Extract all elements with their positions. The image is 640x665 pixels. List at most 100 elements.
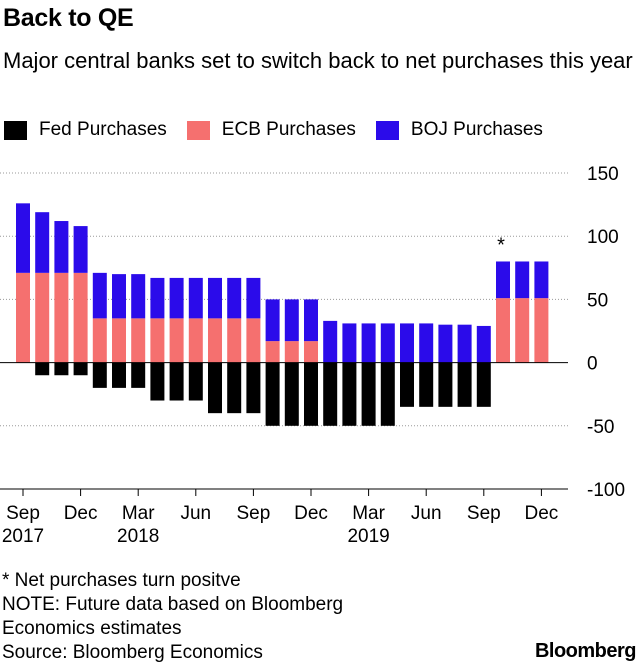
bar-boj	[54, 221, 69, 273]
legend-label-fed: Fed Purchases	[39, 119, 167, 140]
footnote-asterisk: * Net purchases turn positve	[2, 570, 241, 591]
x-tick-label-month: Mar	[352, 503, 385, 524]
bar-boj	[342, 323, 357, 363]
bar-boj	[361, 323, 376, 363]
bar-ecb	[534, 298, 549, 363]
bar-boj	[265, 299, 280, 342]
x-tick-label-month: Sep	[467, 503, 501, 524]
bar-ecb	[73, 272, 88, 363]
bar-boj	[16, 203, 30, 273]
bar-ecb	[284, 341, 299, 363]
chart-legend: Fed Purchases ECB Purchases BOJ Purchase…	[4, 118, 563, 142]
bar-boj	[534, 261, 549, 299]
bar-ecb	[515, 298, 530, 363]
bar-ecb	[208, 318, 222, 363]
bar-fed	[188, 362, 203, 401]
x-tick-label-year: 2018	[117, 526, 159, 547]
bar-boj	[112, 274, 126, 319]
bar-fed	[438, 362, 453, 407]
bar-fed	[265, 362, 280, 426]
x-tick-label-month: Dec	[294, 503, 328, 524]
bar-fed	[400, 362, 414, 407]
bar-fed	[227, 362, 242, 414]
bar-boj	[35, 212, 50, 273]
bar-ecb	[227, 318, 242, 363]
bar-boj	[188, 277, 203, 319]
bar-fed	[131, 362, 146, 388]
bar-fed	[246, 362, 261, 414]
bar-boj	[400, 323, 414, 363]
bar-boj	[208, 277, 222, 319]
bar-fed	[169, 362, 184, 401]
legend-item-fed: Fed Purchases	[4, 119, 167, 141]
x-tick-label-month: Dec	[525, 503, 559, 524]
y-tick-label: 50	[587, 290, 608, 311]
legend-swatch-fed	[4, 120, 27, 140]
legend-label-ecb: ECB Purchases	[221, 119, 356, 140]
bar-boj	[131, 274, 146, 319]
bar-boj	[515, 261, 530, 299]
bar-fed	[419, 362, 434, 407]
bar-ecb	[35, 272, 50, 363]
bar-boj	[380, 323, 395, 363]
bar-fed	[342, 362, 357, 426]
bar-fed	[112, 362, 126, 388]
x-tick-label-month: Jun	[180, 503, 211, 524]
chart-title: Back to QE	[3, 4, 134, 32]
x-tick-label-month: Mar	[122, 503, 155, 524]
bar-fed	[150, 362, 165, 401]
y-tick-label: -100	[587, 480, 625, 501]
y-tick-label: -50	[587, 417, 614, 438]
bar-fed	[54, 362, 69, 376]
note-line-1: NOTE: Future data based on Bloomberg	[2, 594, 344, 615]
legend-item-ecb: ECB Purchases	[186, 119, 356, 141]
x-tick-label-year: 2019	[347, 526, 389, 547]
x-tick-label-year: 2017	[2, 526, 44, 547]
bar-ecb	[188, 318, 203, 363]
y-tick-label: 100	[587, 227, 619, 248]
bar-boj	[284, 299, 299, 342]
bar-ecb	[246, 318, 261, 363]
x-tick-label-month: Sep	[6, 503, 40, 524]
bar-ecb	[92, 318, 107, 363]
bar-ecb	[496, 298, 510, 363]
bar-ecb	[265, 341, 280, 363]
legend-item-boj: BOJ Purchases	[375, 119, 543, 141]
x-tick-label-month: Dec	[64, 503, 98, 524]
bar-boj	[419, 323, 434, 363]
legend-swatch-boj	[375, 120, 399, 140]
bar-ecb	[16, 272, 30, 363]
bar-boj	[457, 324, 472, 363]
bar-fed	[304, 362, 318, 426]
bar-boj	[323, 320, 338, 363]
bar-fed	[476, 362, 491, 407]
bar-ecb	[304, 341, 318, 363]
x-tick-label-month: Sep	[236, 503, 270, 524]
source-note: Source: Bloomberg Economics	[2, 642, 263, 663]
bar-boj	[73, 226, 88, 273]
bar-boj	[150, 277, 165, 319]
bloomberg-logo: Bloomberg	[534, 640, 637, 662]
bar-boj	[496, 261, 510, 299]
bar-fed	[323, 362, 338, 426]
y-tick-label: 150	[587, 164, 619, 185]
bar-boj	[246, 277, 261, 319]
legend-label-boj: BOJ Purchases	[410, 119, 543, 140]
bar-fed	[35, 362, 50, 376]
bar-fed	[92, 362, 107, 388]
note-line-2: Economics estimates	[2, 618, 182, 639]
bar-boj	[304, 299, 318, 342]
chart-subtitle: Major central banks set to switch back t…	[3, 48, 633, 73]
bar-fed	[361, 362, 376, 426]
bar-ecb	[131, 318, 146, 363]
bar-boj	[92, 272, 107, 319]
bar-ecb	[54, 272, 69, 363]
bar-boj	[476, 325, 491, 363]
bar-ecb	[169, 318, 184, 363]
bar-fed	[73, 362, 88, 376]
annotation-asterisk: *	[497, 234, 505, 256]
bar-boj	[227, 277, 242, 319]
bar-boj	[169, 277, 184, 319]
bar-fed	[457, 362, 472, 407]
